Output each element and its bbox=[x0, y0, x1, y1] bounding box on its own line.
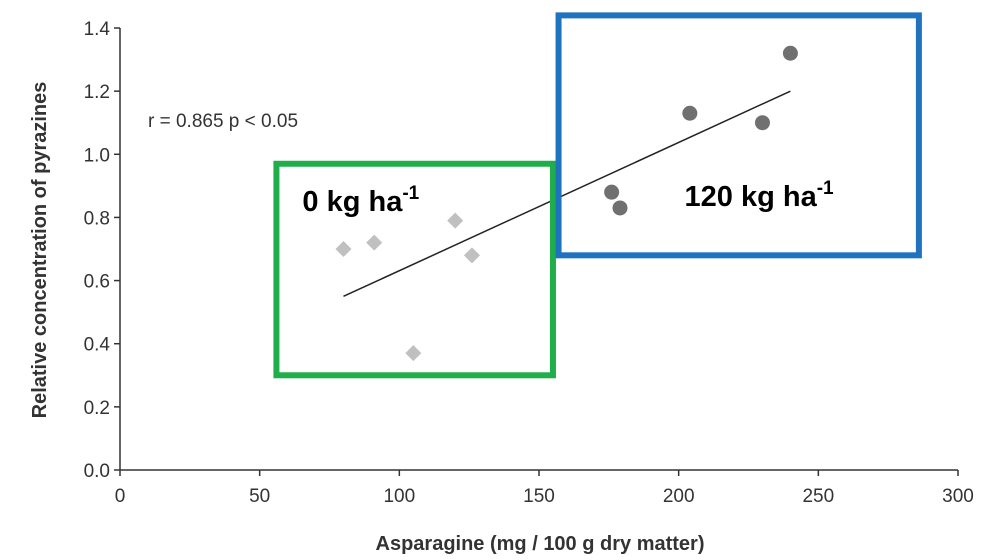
data-point-diamond bbox=[405, 345, 422, 362]
y-axis-label: Relative concentration of pyrazines bbox=[29, 82, 51, 419]
y-tick-label: 0.8 bbox=[84, 208, 110, 229]
group-box-label-superscript: -1 bbox=[817, 178, 834, 199]
x-tick-label: 300 bbox=[942, 486, 974, 507]
data-point-circle bbox=[754, 115, 770, 131]
data-point-diamond bbox=[335, 241, 352, 257]
group-box-label-text: 0 kg ha bbox=[302, 186, 403, 218]
data-point-circle bbox=[604, 184, 620, 200]
y-tick-label: 0.2 bbox=[84, 398, 110, 419]
x-tick-label: 250 bbox=[802, 486, 834, 507]
group-box-label-text: 120 kg ha bbox=[685, 181, 818, 213]
x-tick-label: 200 bbox=[663, 486, 695, 507]
trendline bbox=[343, 90, 791, 298]
y-tick-label: 1.4 bbox=[84, 19, 111, 40]
group-box-label-superscript: -1 bbox=[402, 183, 419, 204]
x-tick-label: 100 bbox=[383, 486, 415, 507]
group-boxes: 0 kg ha-1 120 kg ha-1 bbox=[273, 12, 922, 379]
data-point-circle bbox=[682, 105, 698, 121]
y-ticks: 0.0 0.2 0.4 0.6 0.8 1.0 1.2 1.4 bbox=[84, 19, 120, 482]
x-tick-label: 0 bbox=[115, 486, 126, 507]
data-point-circle bbox=[782, 45, 798, 61]
group-box-label: 120 kg ha-1 bbox=[685, 178, 835, 213]
data-point-diamond bbox=[366, 234, 383, 251]
group-box-0 bbox=[273, 160, 556, 379]
y-tick-label: 1.0 bbox=[84, 145, 110, 166]
correlation-annotation: r = 0.865 p < 0.05 bbox=[148, 111, 298, 132]
data-point-circle bbox=[612, 200, 628, 216]
y-tick-label: 0.4 bbox=[84, 335, 111, 356]
data-points bbox=[335, 45, 798, 362]
axes bbox=[119, 28, 958, 471]
x-tick-label: 50 bbox=[249, 486, 270, 507]
y-tick-label: 0.6 bbox=[84, 272, 110, 293]
x-axis-label: Asparagine (mg / 100 g dry matter) bbox=[376, 533, 705, 555]
group-box-label: 0 kg ha-1 bbox=[302, 183, 419, 218]
x-tick-label: 150 bbox=[523, 486, 555, 507]
y-tick-label: 0.0 bbox=[84, 461, 110, 482]
group-box-1 bbox=[555, 12, 922, 259]
y-tick-label: 1.2 bbox=[84, 82, 110, 103]
x-ticks: 0 50 100 150 200 250 300 bbox=[115, 470, 974, 507]
data-point-diamond bbox=[447, 212, 464, 229]
data-point-diamond bbox=[463, 247, 480, 264]
